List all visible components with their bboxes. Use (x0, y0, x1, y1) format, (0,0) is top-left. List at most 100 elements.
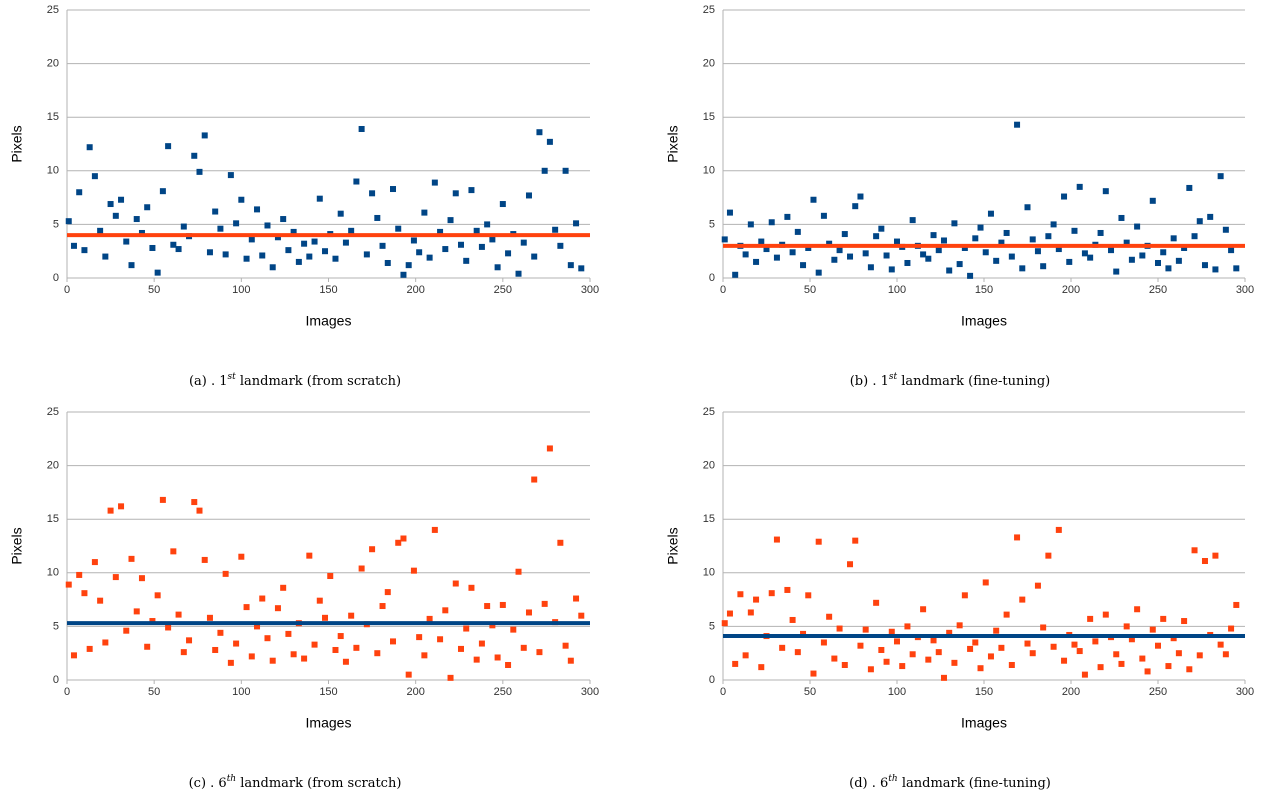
data-point (789, 249, 796, 256)
data-point (489, 236, 496, 243)
data-point (118, 503, 125, 510)
x-tick-label: 200 (406, 284, 424, 296)
data-point (175, 611, 182, 618)
x-tick-label: 150 (319, 284, 337, 296)
data-point (1061, 193, 1068, 200)
data-point (1024, 640, 1031, 647)
data-point (499, 201, 506, 208)
data-point (520, 239, 527, 246)
data-point (773, 536, 780, 543)
x-tick-label: 250 (494, 284, 512, 296)
data-point (1144, 668, 1151, 675)
y-tick-label: 15 (703, 111, 715, 123)
data-point (888, 628, 895, 635)
data-point (154, 592, 161, 599)
y-tick-label: 25 (47, 4, 59, 16)
data-point (536, 649, 543, 656)
data-point (102, 253, 109, 260)
data-point (196, 507, 203, 514)
y-axis-title: Pixels (665, 125, 681, 162)
x-tick-label: 50 (804, 284, 816, 296)
x-tick-label: 200 (1062, 284, 1080, 296)
data-point (531, 253, 538, 260)
data-point (269, 657, 276, 664)
data-point (505, 661, 512, 668)
data-point (878, 646, 885, 653)
x-axis-title: Images (961, 313, 1007, 329)
data-point (118, 196, 125, 203)
data-point (259, 252, 266, 259)
caption: (d) . 6th landmark (fine-tuning) (849, 774, 1051, 791)
data-point (753, 596, 760, 603)
data-point (76, 189, 83, 196)
data-point (878, 225, 885, 232)
data-point (1123, 623, 1130, 630)
data-point (1076, 183, 1083, 190)
caption-part: landmark (fine-tuning) (898, 776, 1051, 791)
data-point (904, 623, 911, 630)
data-point (753, 258, 760, 265)
x-tick-label: 150 (319, 686, 337, 698)
data-point (1097, 229, 1104, 236)
data-point (961, 244, 968, 251)
data-point (1003, 229, 1010, 236)
data-point (295, 258, 302, 265)
data-point (977, 224, 984, 231)
data-point (201, 556, 208, 563)
data-point (515, 568, 522, 575)
data-point (562, 167, 569, 174)
data-point (847, 253, 854, 260)
data-point (452, 190, 459, 197)
data-point (1228, 625, 1235, 632)
data-point (426, 615, 433, 622)
data-point (133, 608, 140, 615)
data-point (473, 656, 480, 663)
data-point (170, 241, 177, 248)
data-point (1019, 596, 1026, 603)
data-point (274, 234, 281, 241)
data-point (836, 625, 843, 632)
data-point (353, 644, 360, 651)
caption-part: (c) . 6 (189, 776, 227, 791)
data-point (1034, 582, 1041, 589)
caption-part: (d) . 6 (849, 776, 888, 791)
data-point (1050, 643, 1057, 650)
data-point (541, 600, 548, 607)
data-point (826, 613, 833, 620)
data-point (1165, 663, 1172, 670)
data-point (956, 622, 963, 629)
x-tick-label: 0 (64, 284, 70, 296)
data-point (384, 259, 391, 266)
data-point (815, 269, 822, 276)
data-point (930, 637, 937, 644)
data-point (191, 499, 198, 506)
data-point (1222, 226, 1229, 233)
data-point (831, 655, 838, 662)
y-tick-label: 10 (703, 567, 715, 579)
data-point (233, 640, 240, 647)
data-point (332, 646, 339, 653)
data-point (1155, 259, 1161, 266)
data-point (400, 271, 407, 278)
data-point (478, 243, 485, 250)
data-point (841, 661, 848, 668)
data-point (348, 227, 355, 234)
data-point (390, 638, 397, 645)
data-point (285, 630, 292, 637)
data-point (935, 649, 942, 656)
data-point (1201, 262, 1208, 269)
data-point (175, 246, 182, 253)
data-point (1071, 227, 1078, 234)
data-point (478, 640, 485, 647)
x-tick-label: 250 (1149, 686, 1167, 698)
data-point (379, 242, 386, 249)
data-point (186, 637, 193, 644)
y-tick-label: 10 (47, 567, 59, 579)
data-point (1050, 221, 1057, 228)
data-point (1217, 173, 1224, 180)
data-point (97, 227, 104, 234)
x-tick-label: 50 (148, 686, 160, 698)
y-axis-title: Pixels (9, 125, 25, 162)
data-point (1045, 552, 1052, 559)
